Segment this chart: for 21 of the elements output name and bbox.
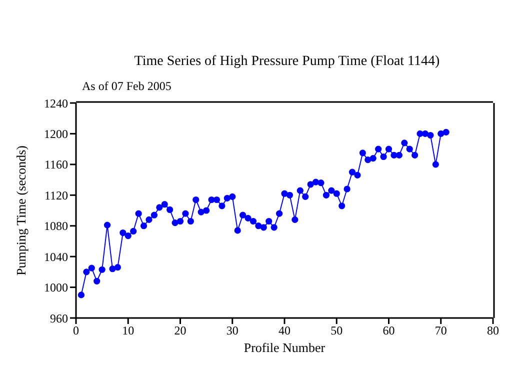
x-axis-title: Profile Number bbox=[244, 340, 326, 355]
x-tick-label: 70 bbox=[434, 324, 447, 338]
chart-title: Time Series of High Pressure Pump Time (Float 1144) bbox=[133, 54, 441, 70]
chart-subtitle: As of 07 Feb 2005 bbox=[82, 79, 172, 94]
x-tick-label: 50 bbox=[330, 324, 343, 338]
x-tick-label: 30 bbox=[226, 324, 238, 338]
x-tick-label: 0 bbox=[73, 324, 79, 338]
y-tick-label: 1040 bbox=[44, 250, 68, 264]
x-tick-label: 20 bbox=[174, 324, 186, 338]
y-tick-label: 1240 bbox=[44, 96, 68, 110]
y-tick-label: 1200 bbox=[44, 126, 68, 141]
x-tick-label: 40 bbox=[278, 324, 290, 338]
y-axis-title: Pumping Time (seconds) bbox=[14, 145, 29, 276]
y-tick-label: 1080 bbox=[44, 219, 68, 234]
x-tick-label: 80 bbox=[487, 324, 499, 338]
y-tick-label: 960 bbox=[50, 311, 68, 326]
y-tick-label: 1000 bbox=[44, 280, 68, 295]
x-tick-label: 60 bbox=[382, 324, 395, 338]
y-tick-label: 1160 bbox=[44, 158, 68, 172]
x-tick-label: 10 bbox=[122, 324, 134, 338]
y-tick-label: 1120 bbox=[44, 188, 68, 202]
